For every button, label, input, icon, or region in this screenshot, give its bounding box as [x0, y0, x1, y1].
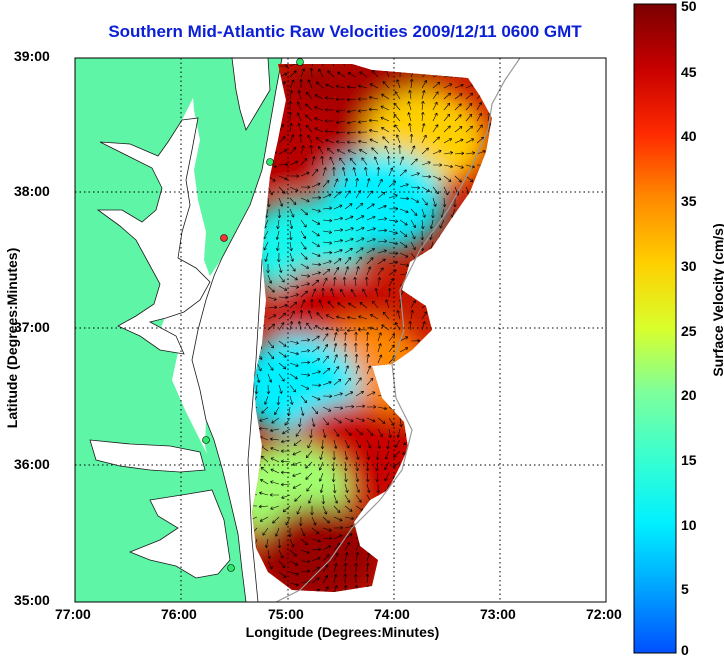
grid-lines	[75, 58, 606, 602]
x-tick-label: 74:00	[374, 606, 410, 622]
x-tick-label: 76:00	[161, 606, 197, 622]
y-axis-label: Latitude (Degrees:Minutes)	[4, 247, 20, 429]
x-tick-label: 72:00	[586, 606, 622, 622]
station-marker	[296, 58, 304, 66]
station-marker	[202, 436, 210, 444]
y-tick-label: 37:00	[14, 319, 50, 335]
velocity-region	[257, 504, 382, 592]
colorbar-tick-label: 45	[681, 64, 697, 80]
colorbar-tick-label: 50	[681, 0, 697, 14]
x-tick-label: 77:00	[55, 606, 91, 622]
radar-stations	[202, 58, 304, 572]
colorbar-tick-label: 15	[681, 452, 697, 468]
colorbar-tick-label: 20	[681, 387, 697, 403]
pamlico-sound	[128, 489, 231, 579]
station-marker	[220, 234, 228, 242]
colorbar-tick-label: 5	[681, 581, 689, 597]
colorbar-tick-label: 10	[681, 517, 697, 533]
x-tick-label: 75:00	[268, 606, 304, 622]
y-tick-label: 35:00	[14, 592, 50, 608]
plot-frame	[74, 57, 607, 603]
x-tick-label: 73:00	[480, 606, 516, 622]
colorbar	[633, 3, 677, 654]
chart-title: Southern Mid-Atlantic Raw Velocities 200…	[108, 22, 582, 41]
colorbar-tick-label: 35	[681, 193, 697, 209]
colorbar-tick-label: 0	[681, 642, 689, 658]
y-tick-label: 38:00	[14, 183, 50, 199]
colorbar-label: Surface Velocity (cm/s)	[710, 223, 724, 377]
delmarva-peninsula	[190, 58, 282, 276]
shelf-contour	[275, 58, 521, 602]
y-tick-label: 36:00	[14, 456, 50, 472]
colorbar-tick-label: 40	[681, 128, 697, 144]
x-axis-label: Longitude (Degrees:Minutes)	[245, 624, 440, 640]
chesapeake-bay	[96, 117, 211, 355]
y-tick-label: 39:00	[14, 48, 50, 64]
colorbar-tick-label: 30	[681, 258, 697, 274]
station-marker	[227, 564, 235, 572]
delaware-bay	[231, 58, 271, 131]
colorbar-tick-label: 25	[681, 323, 697, 339]
albemarle-sound	[89, 439, 206, 473]
station-marker	[266, 158, 274, 166]
